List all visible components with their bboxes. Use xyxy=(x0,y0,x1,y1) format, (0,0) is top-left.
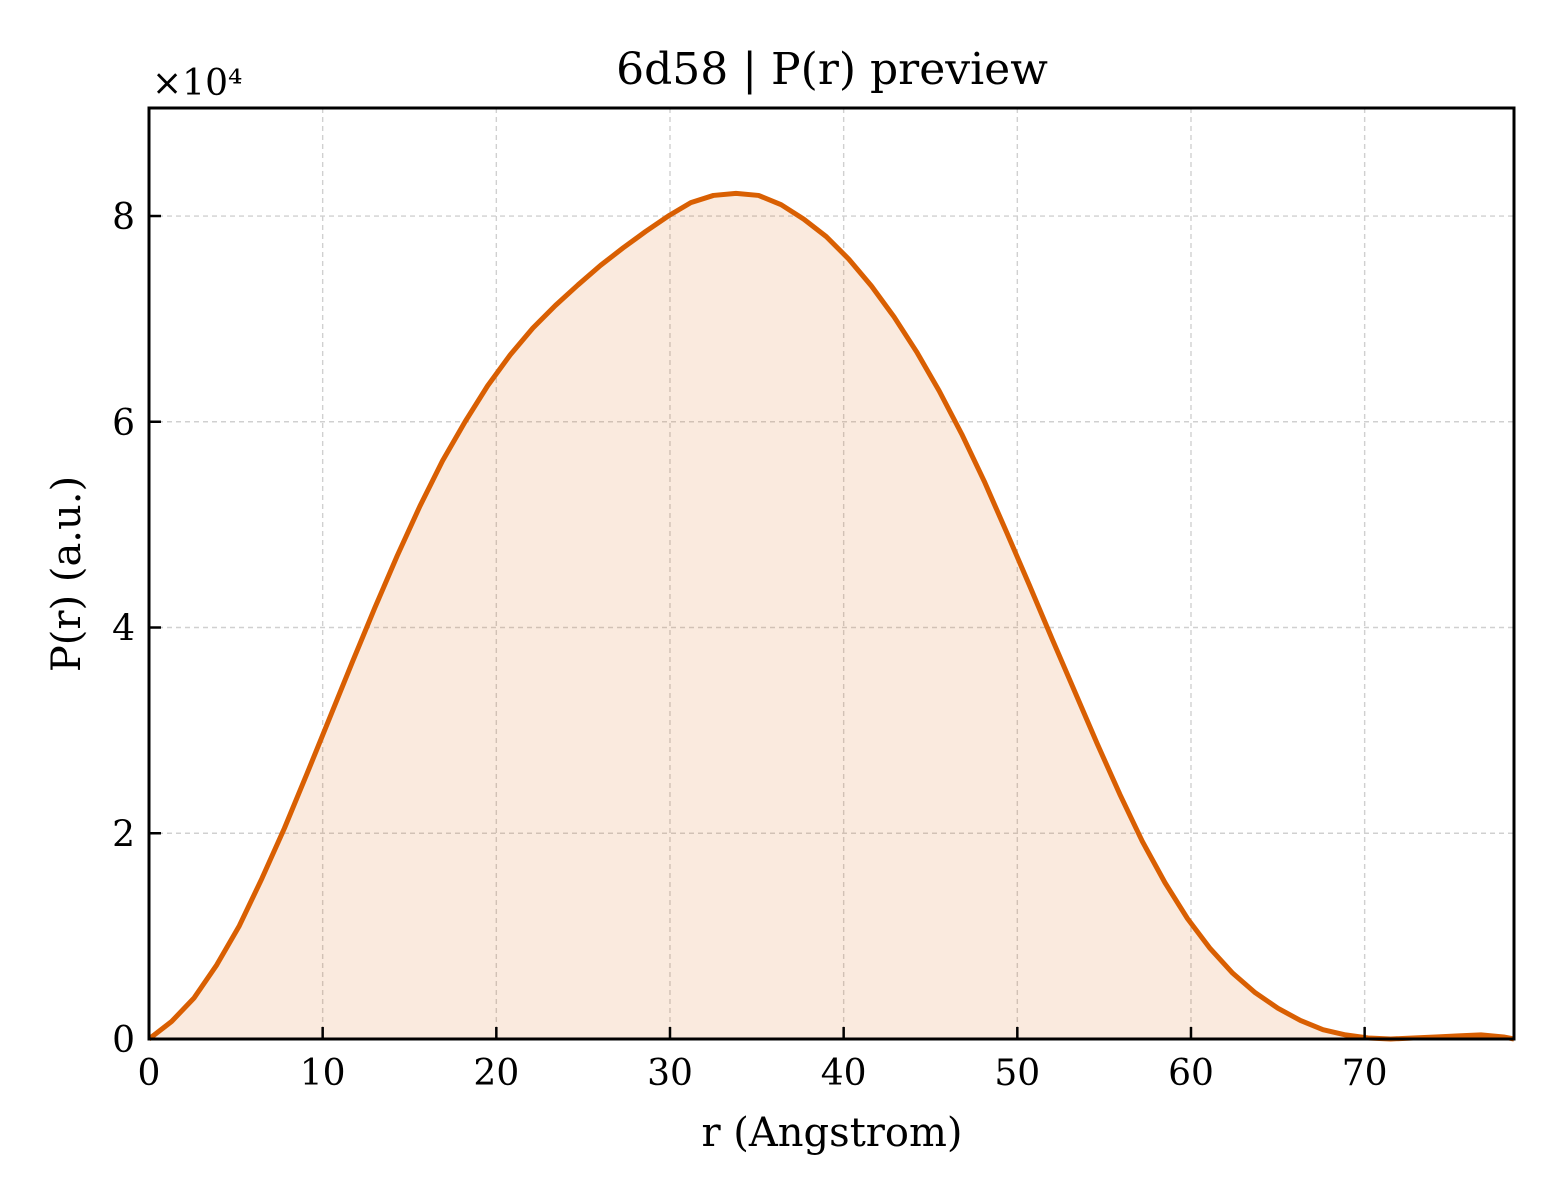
x-tick-label: 60 xyxy=(1168,1053,1214,1094)
y-tick-label: 6 xyxy=(112,403,135,444)
x-tick-label: 40 xyxy=(821,1053,867,1094)
y-axis-multiplier: ×10⁴ xyxy=(152,63,242,104)
x-axis-label: r (Angstrom) xyxy=(701,1110,962,1156)
x-tick-label: 20 xyxy=(473,1053,519,1094)
x-tick-label: 50 xyxy=(994,1053,1040,1094)
pr-series-line xyxy=(147,190,1515,1042)
pr-area-fill xyxy=(149,193,1514,1039)
grid-lines xyxy=(149,108,1514,1039)
plot-frame xyxy=(147,106,1516,1041)
y-axis-label: P(r) (a.u.) xyxy=(44,476,90,672)
y-tick-label: 2 xyxy=(112,814,135,855)
chart-title: 6d58 | P(r) preview xyxy=(616,44,1048,95)
y-tick-label: 0 xyxy=(112,1020,135,1061)
y-tick-label: 4 xyxy=(112,609,135,650)
x-tick-label: 30 xyxy=(647,1053,693,1094)
axis-ticks: 0 10 20 30 40 50 60 70 0 2 4 6 8 xyxy=(112,197,1387,1094)
y-tick-label: 8 xyxy=(112,197,135,238)
x-tick-label: 10 xyxy=(300,1053,346,1094)
x-tick-label: 0 xyxy=(138,1053,161,1094)
x-tick-label: 70 xyxy=(1342,1053,1388,1094)
